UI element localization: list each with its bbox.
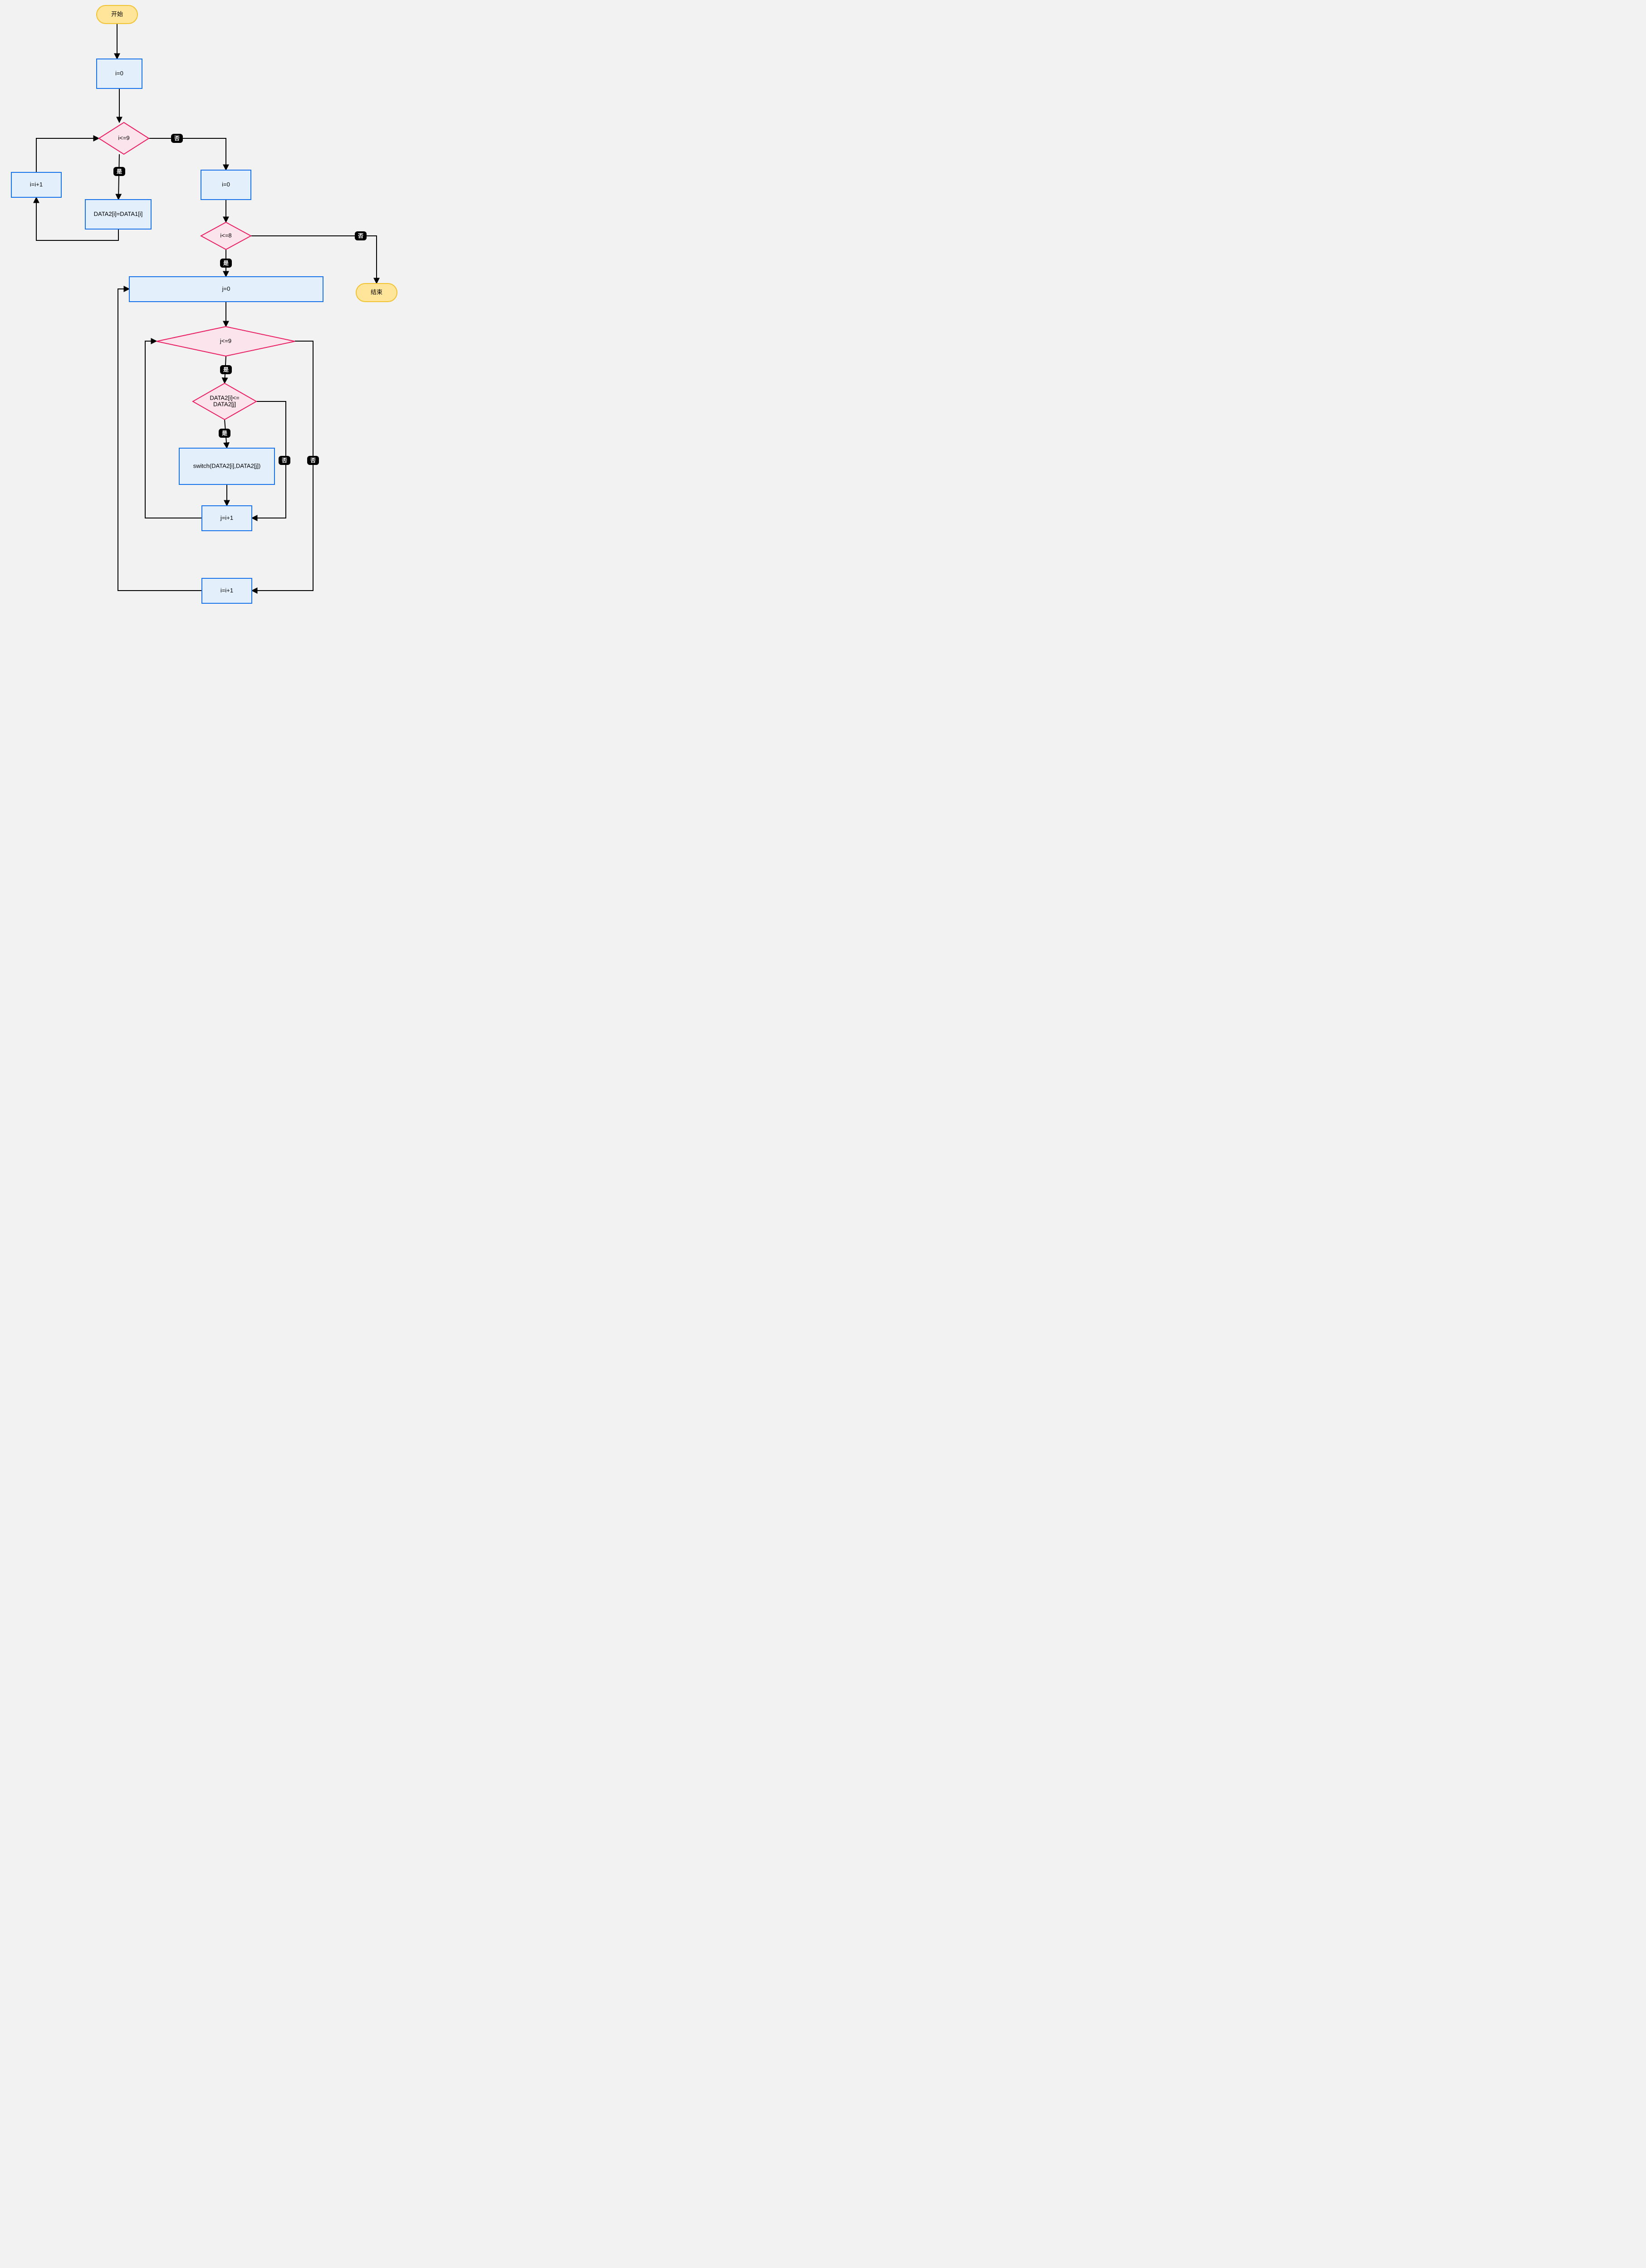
node-dec3: j<=9 — [157, 327, 295, 356]
edge-label: 是 — [220, 365, 232, 374]
svg-text:否: 否 — [310, 457, 316, 464]
node-copy: DATA2[i]=DATA1[i] — [85, 200, 151, 229]
node-label: j<=9 — [220, 337, 231, 344]
svg-text:否: 否 — [358, 233, 363, 239]
edge-label: 是 — [220, 259, 232, 268]
edge-label: 否 — [171, 134, 183, 143]
svg-text:是: 是 — [221, 430, 228, 436]
node-label: i=i+1 — [30, 181, 43, 188]
node-dec4: DATA2[i]<=DATA2[j] — [193, 383, 256, 420]
node-label: j=0 — [222, 285, 230, 292]
edge-label: 否 — [307, 456, 319, 465]
edge-label: 是 — [219, 429, 230, 438]
node-j0: j=0 — [129, 277, 323, 302]
node-dec1: i<=9 — [99, 122, 149, 154]
svg-text:否: 否 — [174, 135, 180, 142]
node-label: j=i+1 — [220, 514, 233, 521]
node-label: switch(DATA2[i],DATA2[j]) — [193, 462, 261, 469]
edge-iinc1-dec1 — [36, 138, 99, 172]
node-end: 结束 — [356, 284, 397, 302]
node-label: 开始 — [111, 10, 123, 17]
edge-label: 否 — [355, 231, 367, 240]
edge-jinc-dec3 — [145, 341, 202, 518]
node-label: DATA2[j] — [213, 401, 236, 407]
node-switch: switch(DATA2[i],DATA2[j]) — [179, 448, 274, 484]
node-i0a: i=0 — [97, 59, 142, 88]
edge-label: 否 — [279, 456, 290, 465]
node-iinc2: i=i+1 — [202, 578, 252, 603]
node-label: i=0 — [115, 70, 123, 77]
node-label: i=0 — [222, 181, 230, 188]
node-start: 开始 — [97, 5, 137, 24]
svg-text:是: 是 — [116, 168, 122, 175]
svg-text:是: 是 — [223, 260, 229, 266]
edge-dec1-copy — [118, 154, 119, 200]
node-dec2: i<=8 — [201, 222, 251, 249]
node-label: i<=9 — [118, 134, 129, 141]
node-label: DATA2[i]<= — [210, 394, 239, 401]
edge-dec1-i0b — [149, 138, 226, 170]
node-jinc: j=i+1 — [202, 506, 252, 531]
node-label: 结束 — [371, 288, 382, 295]
node-i0b: i=0 — [201, 170, 251, 200]
node-label: i<=8 — [220, 232, 231, 239]
node-label: DATA2[i]=DATA1[i] — [94, 210, 143, 217]
svg-text:是: 是 — [223, 367, 229, 373]
flowchart-canvas: 是否是否是是否否开始i=0i<=9i=i+1DATA2[i]=DATA1[i]i… — [0, 0, 412, 626]
node-iinc1: i=i+1 — [11, 172, 61, 197]
svg-text:否: 否 — [281, 457, 287, 464]
node-label: i=i+1 — [220, 587, 233, 594]
edge-label: 是 — [113, 167, 125, 176]
